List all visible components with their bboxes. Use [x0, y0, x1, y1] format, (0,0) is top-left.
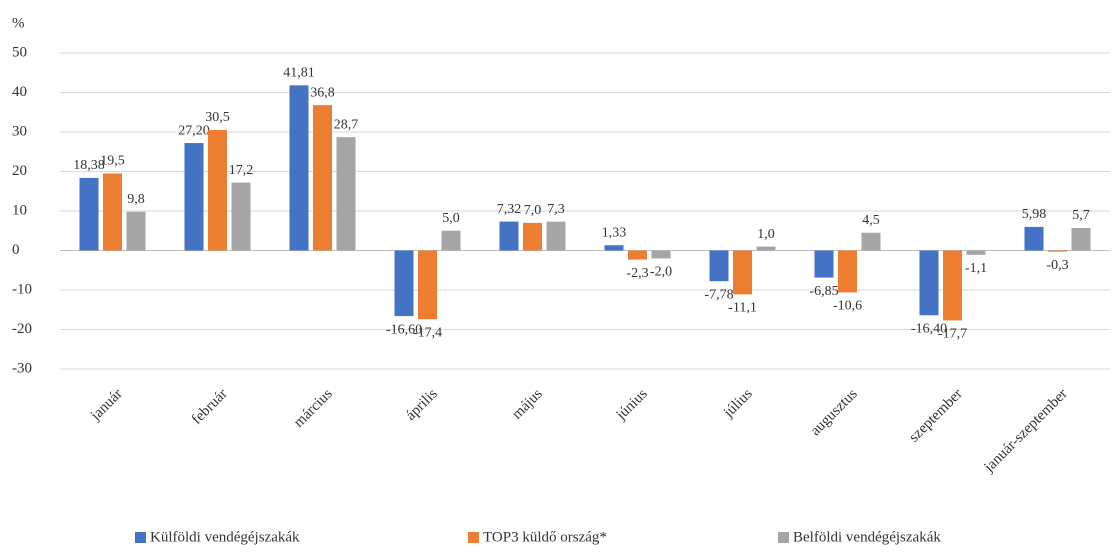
data-label: 18,38	[73, 158, 105, 173]
legend-label: Belföldi vendégéjszakák	[793, 529, 941, 545]
bar	[499, 221, 519, 251]
bar	[1071, 227, 1091, 251]
data-label: 9,8	[127, 192, 145, 207]
data-label: -7,78	[704, 287, 733, 302]
data-label: -16,40	[911, 321, 947, 336]
y-axis-label: %	[12, 15, 25, 31]
bar	[79, 177, 99, 251]
y-tick-label: -10	[12, 281, 32, 297]
bar	[208, 130, 227, 251]
y-tick-label: 40	[12, 84, 27, 100]
legend-label: TOP3 küldő ország*	[483, 529, 607, 545]
data-label: -6,85	[809, 284, 838, 299]
data-label: 5,7	[1072, 208, 1090, 223]
bar	[628, 250, 647, 260]
data-label: 5,98	[1022, 207, 1047, 222]
bar	[231, 182, 251, 251]
y-tick-label: -30	[12, 360, 32, 376]
legend-swatch	[135, 532, 146, 543]
data-label: 5,0	[442, 211, 460, 226]
x-tick-label: augusztus	[808, 386, 861, 439]
data-label: -0,3	[1046, 258, 1068, 273]
data-label: 7,0	[524, 203, 542, 218]
bar	[523, 222, 542, 251]
data-label: 7,3	[547, 202, 565, 217]
bar	[919, 250, 939, 316]
bar	[651, 250, 671, 259]
data-label: -1,1	[965, 261, 987, 276]
bar	[289, 85, 309, 251]
y-tick-label: 0	[12, 242, 20, 258]
bar	[336, 137, 356, 251]
bar	[838, 250, 857, 293]
data-label: 1,33	[602, 225, 627, 240]
bar	[604, 245, 624, 251]
legend-label: Külföldi vendégéjszakák	[150, 529, 300, 545]
legend-swatch	[468, 532, 479, 543]
data-label: -17,7	[938, 327, 967, 342]
x-tick-label: január-szeptember	[981, 386, 1071, 476]
bar	[943, 250, 962, 321]
data-label: 7,32	[497, 202, 522, 217]
y-tick-label: 50	[12, 44, 27, 60]
bar	[814, 250, 834, 278]
x-tick-label: július	[720, 386, 756, 422]
data-label: 1,0	[757, 227, 775, 242]
bar	[861, 232, 881, 251]
bar	[733, 250, 752, 295]
bar	[709, 250, 729, 282]
bar	[418, 250, 437, 320]
x-tick-label: január	[87, 386, 126, 425]
bar	[313, 105, 332, 251]
legend-swatch	[778, 532, 789, 543]
data-label: 17,2	[229, 163, 254, 178]
x-tick-label: április	[403, 386, 441, 424]
data-label: 28,7	[334, 117, 359, 132]
y-tick-label: -20	[12, 321, 32, 337]
data-label: 19,5	[100, 154, 125, 169]
data-label: -11,1	[728, 301, 757, 316]
data-label: -2,0	[650, 265, 672, 280]
bar	[546, 221, 566, 251]
data-label: 27,20	[178, 123, 210, 138]
x-tick-label: február	[189, 386, 231, 428]
data-label: -17,4	[413, 325, 442, 340]
bar	[756, 246, 776, 251]
bar	[126, 211, 146, 251]
bar	[1024, 226, 1044, 251]
bar	[966, 250, 986, 255]
x-tick-label: június	[613, 386, 651, 424]
data-label: 41,81	[283, 66, 315, 81]
bar	[103, 173, 122, 251]
data-label: 36,8	[310, 85, 335, 100]
data-label: -10,6	[833, 299, 862, 314]
y-tick-label: 20	[12, 163, 27, 179]
bar	[394, 250, 414, 317]
bar	[184, 143, 204, 251]
data-label: 30,5	[205, 110, 230, 125]
bar	[441, 230, 461, 251]
data-label: -2,3	[626, 266, 648, 281]
x-tick-label: szeptember	[906, 386, 966, 446]
bar	[1048, 250, 1067, 252]
y-tick-label: 30	[12, 123, 27, 139]
x-tick-label: március	[291, 386, 336, 431]
data-label: 4,5	[862, 213, 880, 228]
x-tick-label: május	[509, 386, 546, 423]
y-tick-label: 10	[12, 202, 27, 218]
data-label: -16,60	[386, 322, 422, 337]
